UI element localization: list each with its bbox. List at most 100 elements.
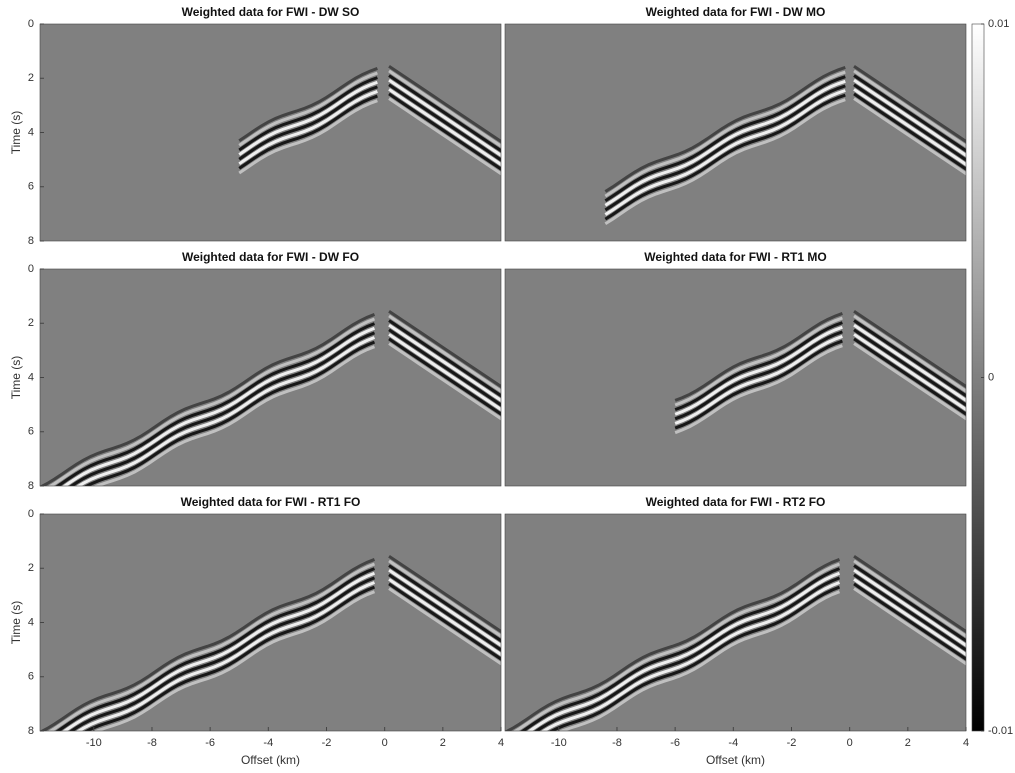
panel: Weighted data for FWI - DW MO bbox=[504, 5, 967, 242]
wave-stripe bbox=[83, 340, 376, 486]
wave-stripe bbox=[604, 89, 846, 216]
wave-stripe bbox=[93, 345, 376, 486]
x-tick-label: -2 bbox=[322, 737, 332, 749]
wave-stripe bbox=[853, 342, 966, 421]
wave-stripe bbox=[238, 85, 378, 161]
wave-stripe bbox=[853, 78, 966, 158]
wave-stripe bbox=[604, 93, 846, 221]
y-tick-label: 2 bbox=[28, 562, 34, 574]
wave-stripe bbox=[40, 313, 376, 486]
wave-stripe bbox=[62, 326, 376, 486]
wave-stripe bbox=[853, 568, 966, 648]
wave-stripe bbox=[93, 590, 376, 731]
colorbar-tick-label: 0 bbox=[988, 371, 994, 383]
wave-stripe bbox=[388, 97, 501, 176]
wave-stripe bbox=[238, 94, 378, 170]
y-axis-label: Time (s) bbox=[9, 111, 23, 155]
wave-stripe bbox=[674, 325, 843, 416]
y-tick-label: 0 bbox=[28, 508, 34, 520]
wave-stripe bbox=[238, 76, 378, 152]
wave-stripe bbox=[853, 74, 966, 153]
wave-stripe bbox=[388, 310, 501, 389]
panel: Weighted data for FWI - DW SO 0 2 4 6 8 Time (… bbox=[9, 5, 502, 247]
x-tick-label: -8 bbox=[612, 737, 622, 749]
wave-stripe bbox=[388, 314, 501, 393]
wave-stripe bbox=[604, 98, 846, 226]
panel-title: Weighted data for FWI - DW FO bbox=[182, 250, 359, 264]
wave-stripe bbox=[853, 97, 966, 176]
x-tick-label: -4 bbox=[263, 737, 273, 749]
wave-stripe bbox=[853, 314, 966, 393]
wave-stripe bbox=[853, 83, 966, 162]
wave-stripe bbox=[388, 564, 501, 643]
wave-stripe bbox=[388, 74, 501, 153]
x-tick-label: 0 bbox=[382, 737, 388, 749]
y-tick-label: 8 bbox=[28, 480, 34, 492]
plot-area bbox=[40, 24, 501, 241]
x-tick-label: -8 bbox=[147, 737, 157, 749]
wave-stripe bbox=[388, 342, 501, 421]
wave-stripe bbox=[853, 573, 966, 652]
plot-area bbox=[505, 514, 966, 731]
y-tick-label: 6 bbox=[28, 181, 34, 193]
wave-stripe bbox=[558, 590, 841, 731]
wave-stripe bbox=[55, 322, 376, 486]
plot-area bbox=[40, 514, 501, 731]
wave-stripe bbox=[604, 84, 846, 212]
colorbar-tick-label: -0.01 bbox=[988, 725, 1013, 737]
x-tick-label: 0 bbox=[847, 737, 853, 749]
wave-stripe bbox=[388, 568, 501, 648]
wave-stripe bbox=[604, 75, 846, 202]
wave-stripe bbox=[853, 578, 966, 657]
wavefield bbox=[40, 555, 501, 731]
wave-stripe bbox=[505, 558, 841, 731]
wave-stripe bbox=[533, 576, 841, 731]
panel-title: Weighted data for FWI - DW MO bbox=[646, 5, 826, 19]
y-tick-label: 4 bbox=[28, 616, 34, 628]
wave-stripe bbox=[388, 323, 501, 403]
plot-area bbox=[40, 269, 501, 486]
panel-title: Weighted data for FWI - DW SO bbox=[182, 5, 360, 19]
y-tick-label: 4 bbox=[28, 126, 34, 138]
x-axis-label: Offset (km) bbox=[706, 753, 765, 767]
wave-stripe bbox=[68, 331, 376, 486]
y-tick-label: 8 bbox=[28, 235, 34, 247]
x-tick-label: -6 bbox=[205, 737, 215, 749]
wave-stripe bbox=[238, 90, 378, 166]
wavefield bbox=[604, 65, 966, 226]
wave-stripe bbox=[853, 559, 966, 638]
x-tick-label: -6 bbox=[670, 737, 680, 749]
y-tick-label: 4 bbox=[28, 371, 34, 383]
x-tick-label: 2 bbox=[440, 737, 446, 749]
wave-stripe bbox=[388, 83, 501, 162]
plot-frame bbox=[504, 23, 967, 242]
wave-stripe bbox=[674, 330, 843, 421]
wave-stripe bbox=[604, 79, 846, 207]
wave-stripe bbox=[388, 69, 501, 148]
wave-stripe bbox=[853, 337, 966, 416]
x-tick-label: -2 bbox=[787, 737, 797, 749]
x-axis-label: Offset (km) bbox=[241, 753, 300, 767]
colorbar-tick-label: 0.01 bbox=[988, 18, 1009, 30]
wave-stripe bbox=[238, 66, 378, 142]
wave-stripe bbox=[674, 335, 843, 425]
wave-stripe bbox=[853, 328, 966, 407]
wave-stripe bbox=[853, 323, 966, 403]
wave-stripe bbox=[853, 88, 966, 167]
wave-stripe bbox=[388, 559, 501, 638]
wave-stripe bbox=[238, 99, 378, 175]
y-tick-label: 0 bbox=[28, 263, 34, 275]
wave-stripe bbox=[388, 65, 501, 144]
y-tick-label: 6 bbox=[28, 671, 34, 683]
wave-stripe bbox=[388, 582, 501, 661]
wave-stripe bbox=[388, 587, 501, 666]
wave-stripe bbox=[512, 562, 841, 731]
panel: Weighted data for FWI - DW FO 0 2 4 6 8 Time (… bbox=[9, 250, 502, 492]
wavefield bbox=[238, 65, 501, 176]
wave-stripe bbox=[75, 581, 376, 731]
wave-stripe bbox=[853, 582, 966, 661]
panel-title: Weighted data for FWI - RT1 MO bbox=[644, 250, 826, 264]
wave-stripe bbox=[853, 564, 966, 643]
plot-area bbox=[505, 269, 966, 486]
wave-stripe bbox=[388, 337, 501, 416]
